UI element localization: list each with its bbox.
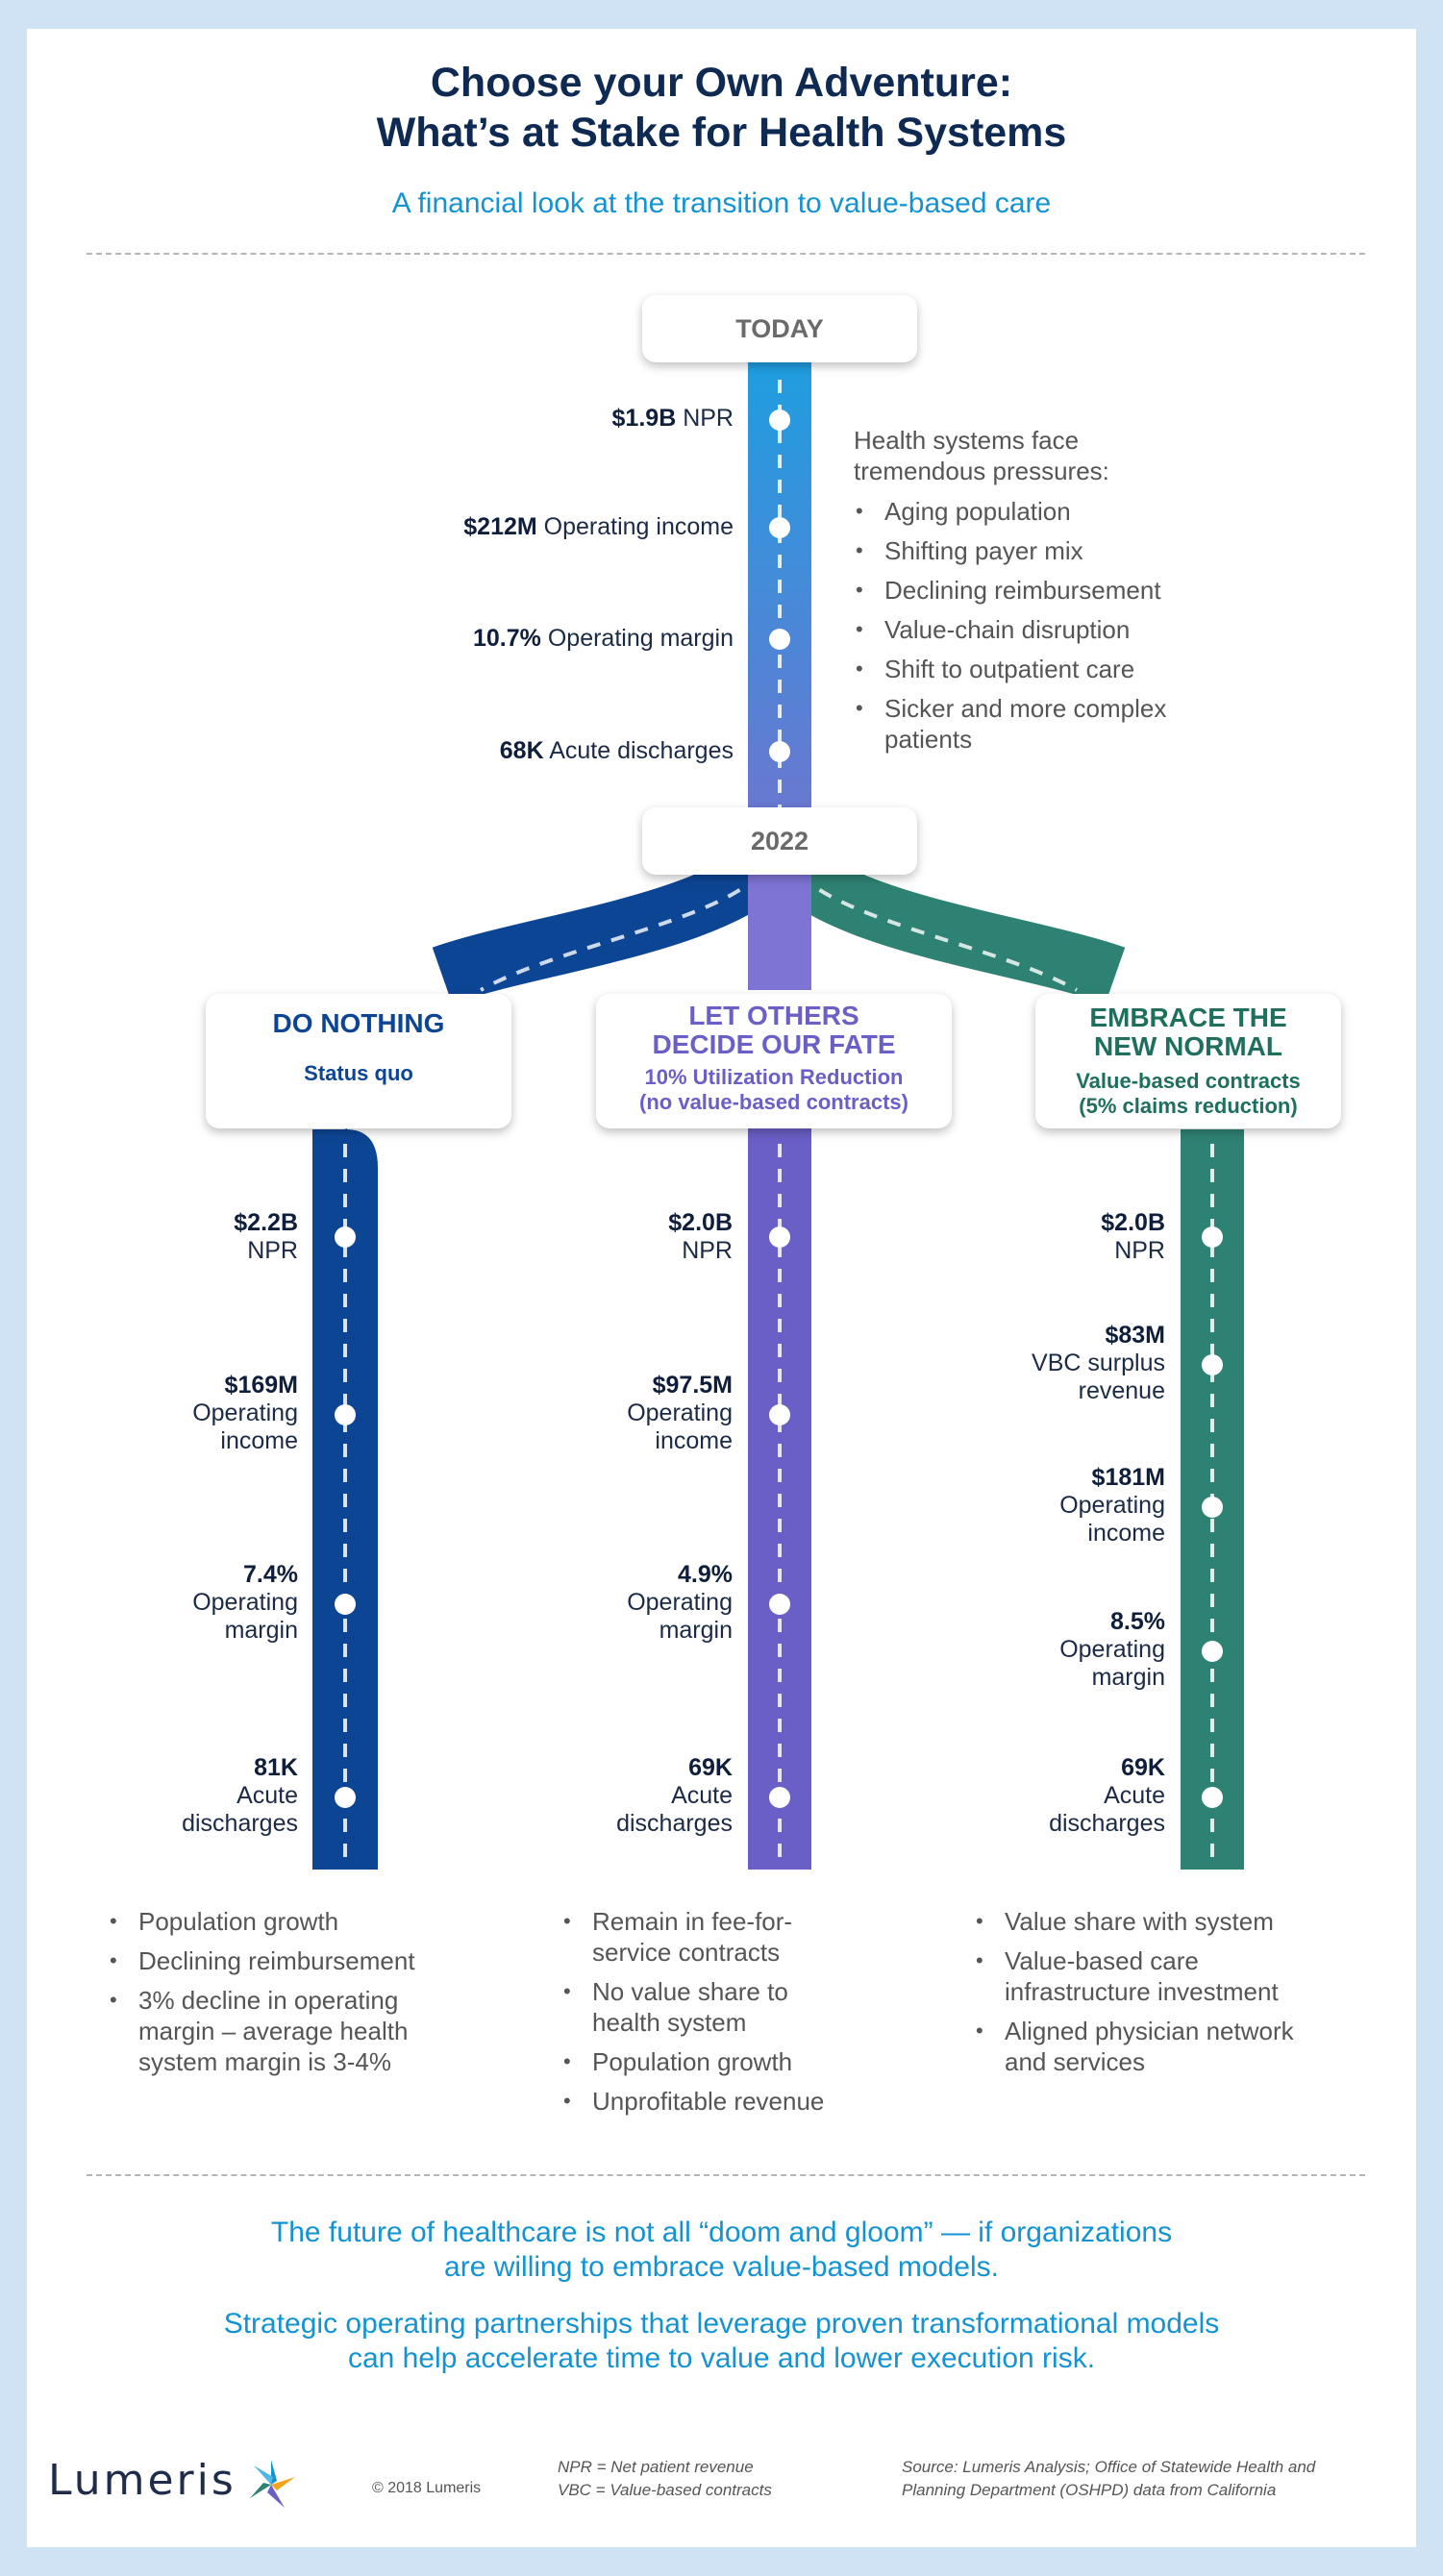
list-item: Declining reimbursement	[108, 1945, 444, 1976]
glossary: NPR = Net patient revenue VBC = Value-ba…	[558, 2458, 772, 2499]
let-others-stat-operating-income: $97.5M Operating income	[627, 1372, 733, 1454]
embrace-subtitle: Value-based contracts (5% claims reducti…	[1076, 1069, 1301, 1118]
page-title: Choose your Own Adventure: What’s at Sta…	[376, 60, 1067, 156]
list-item: Value-based care infrastructure investme…	[974, 1945, 1334, 2007]
list-item: Aging population	[854, 496, 1219, 527]
list-item: Population growth	[108, 1906, 444, 1937]
embrace-bullets: Value share with system Value-based care…	[974, 1906, 1334, 2086]
today-label: TODAY	[642, 295, 917, 362]
list-item: Shift to outpatient care	[854, 654, 1219, 684]
list-item: Unprofitable revenue	[561, 2086, 850, 2117]
list-item: Population growth	[561, 2046, 850, 2077]
embrace-card: EMBRACE THE NEW NORMAL Value-based contr…	[1035, 994, 1341, 1128]
today-stat-operating-income: $212M Operating income	[463, 513, 734, 540]
today-stat-acute-discharges: 68K Acute discharges	[499, 737, 734, 764]
do-nothing-card: DO NOTHING Status quo	[206, 994, 511, 1128]
page-subtitle: A financial look at the transition to va…	[391, 187, 1052, 219]
conclusion-partnerships: Strategic operating partnerships that le…	[223, 2308, 1220, 2374]
do-nothing-title: DO NOTHING	[272, 1008, 445, 1038]
list-item: Declining reimbursement	[854, 575, 1219, 606]
pressures-list: Aging population Shifting payer mix Decl…	[854, 496, 1219, 763]
embrace-stat-vbc-surplus: $83M VBC surplus revenue	[1032, 1322, 1165, 1404]
list-item: Remain in fee-for-service contracts	[561, 1906, 850, 1968]
bottom-divider	[87, 2174, 1365, 2176]
pressures-intro: Health systems face tremendous pressures…	[854, 426, 1109, 485]
do-nothing-stat-acute-discharges: 81K Acute discharges	[182, 1754, 298, 1837]
embrace-stat-acute-discharges: 69K Acute discharges	[1049, 1754, 1165, 1837]
list-item: Value share with system	[974, 1906, 1334, 1937]
let-others-card: LET OTHERS DECIDE OUR FATE 10% Utilizati…	[596, 994, 952, 1128]
today-stat-npr: $1.9B NPR	[611, 405, 734, 432]
let-others-stat-npr: $2.0B NPR	[668, 1209, 733, 1264]
list-item: No value share to health system	[561, 1976, 850, 2038]
embrace-stat-npr: $2.0B NPR	[1101, 1209, 1165, 1264]
let-others-stat-operating-margin: 4.9% Operating margin	[627, 1561, 733, 1644]
list-item: Aligned physician network and services	[974, 2016, 1334, 2077]
let-others-title: LET OTHERS DECIDE OUR FATE	[652, 1001, 896, 1059]
let-others-subtitle: 10% Utilization Reduction (no value-base…	[639, 1065, 908, 1114]
embrace-stat-operating-income: $181M Operating income	[1059, 1464, 1165, 1547]
list-item: 3% decline in operating margin – average…	[108, 1985, 444, 2077]
copyright: © 2018 Lumeris	[372, 2480, 482, 2496]
let-others-bullets: Remain in fee-for-service contracts No v…	[561, 1906, 850, 2125]
conclusion-statement: The future of healthcare is not all “doo…	[270, 2217, 1173, 2283]
list-item: Sicker and more complex patients	[854, 693, 1173, 755]
top-divider	[87, 253, 1365, 255]
today-stat-operating-margin: 10.7% Operating margin	[473, 625, 734, 652]
list-item: Shifting payer mix	[854, 535, 1219, 566]
do-nothing-stat-npr: $2.2B NPR	[234, 1209, 298, 1264]
lumeris-logo: Lumeris	[48, 2456, 236, 2505]
source-note: Source: Lumeris Analysis; Office of Stat…	[902, 2458, 1316, 2499]
embrace-stat-operating-margin: 8.5% Operating margin	[1059, 1608, 1165, 1691]
do-nothing-stat-operating-income: $169M Operating income	[192, 1372, 298, 1454]
do-nothing-bullets: Population growth Declining reimbursemen…	[108, 1906, 444, 2086]
year-label: 2022	[642, 807, 917, 875]
embrace-title: EMBRACE THE NEW NORMAL	[1089, 1003, 1287, 1061]
do-nothing-subtitle: Status quo	[304, 1061, 413, 1085]
list-item: Value-chain disruption	[854, 614, 1219, 645]
let-others-stat-acute-discharges: 69K Acute discharges	[616, 1754, 733, 1837]
do-nothing-stat-operating-margin: 7.4% Operating margin	[192, 1561, 298, 1644]
lumeris-star-icon	[250, 2460, 295, 2508]
